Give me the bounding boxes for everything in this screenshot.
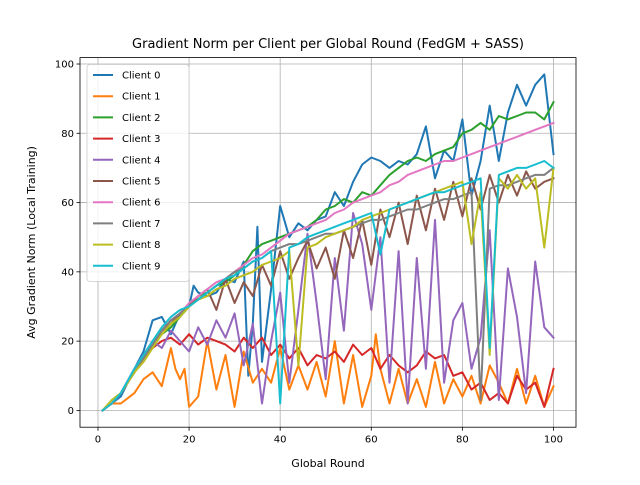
y-tick-label: 60 [61, 198, 74, 209]
series-lines [101, 73, 555, 412]
y-tick-label: 100 [55, 60, 74, 71]
legend: Client 0 Client 1 Client 2 Client 3 Client 4… [86, 64, 190, 282]
y-tick-label: 40 [61, 267, 74, 278]
x-tick-label: 0 [95, 435, 101, 446]
legend-box [86, 64, 190, 282]
x-tick-label: 60 [365, 435, 378, 446]
legend-label: Client 3 [122, 134, 161, 145]
series-line-client-9 [101, 160, 555, 412]
axis-ticks: 0 20 40 60 80 100 0 20 40 60 80 100 [55, 60, 563, 446]
y-tick-label: 20 [61, 337, 74, 348]
chart-title: Gradient Norm per Client per Global Roun… [132, 37, 524, 52]
legend-label: Client 5 [122, 177, 161, 188]
series-line-client-8 [101, 166, 555, 412]
legend-label: Client 8 [122, 240, 161, 251]
y-axis-label: Avg Gradient Norm (Local Training) [25, 146, 38, 339]
x-tick-label: 100 [544, 435, 563, 446]
plot-frame [79, 57, 577, 428]
legend-label: Client 9 [122, 261, 161, 272]
series-line-client-7 [101, 166, 555, 412]
x-tick-label: 40 [274, 435, 287, 446]
legend-label: Client 6 [122, 198, 161, 209]
legend-label: Client 0 [122, 71, 161, 82]
x-tick-label: 20 [183, 435, 196, 446]
y-tick-label: 80 [61, 129, 74, 140]
series-line-client-1 [101, 333, 555, 412]
legend-label: Client 4 [122, 155, 161, 166]
x-axis-label: Global Round [291, 457, 364, 470]
x-tick-label: 80 [456, 435, 469, 446]
y-tick-label: 0 [68, 406, 74, 417]
legend-label: Client 2 [122, 113, 161, 124]
legend-label: Client 7 [122, 219, 161, 230]
legend-label: Client 1 [122, 92, 161, 103]
